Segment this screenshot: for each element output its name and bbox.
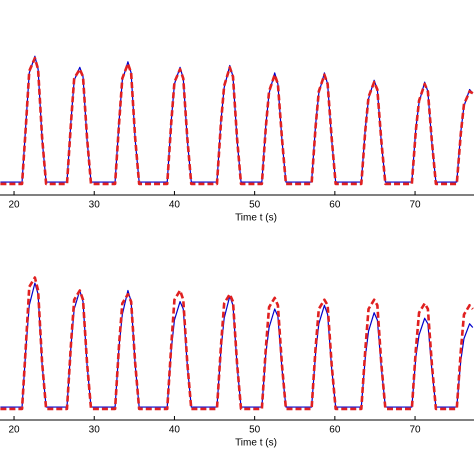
x-tick-label: 40 [169, 200, 181, 211]
x-tick-label: 20 [8, 425, 20, 436]
x-tick-label: 60 [329, 200, 341, 211]
x-tick-label: 70 [409, 200, 421, 211]
data-line [0, 282, 474, 408]
x-tick-label: 50 [249, 200, 261, 211]
x-tick-label: 50 [249, 425, 261, 436]
x-tick-label: 70 [409, 425, 421, 436]
x-axis-label: Time t (s) [235, 438, 277, 449]
x-tick-label: 60 [329, 425, 341, 436]
data-line [0, 56, 474, 186]
data-line [0, 276, 474, 411]
x-axis-label: Time t (s) [235, 213, 277, 224]
x-tick-label: 20 [8, 200, 20, 211]
x-tick-label: 30 [89, 200, 101, 211]
x-tick-label: 30 [89, 425, 101, 436]
x-tick-label: 40 [169, 425, 181, 436]
